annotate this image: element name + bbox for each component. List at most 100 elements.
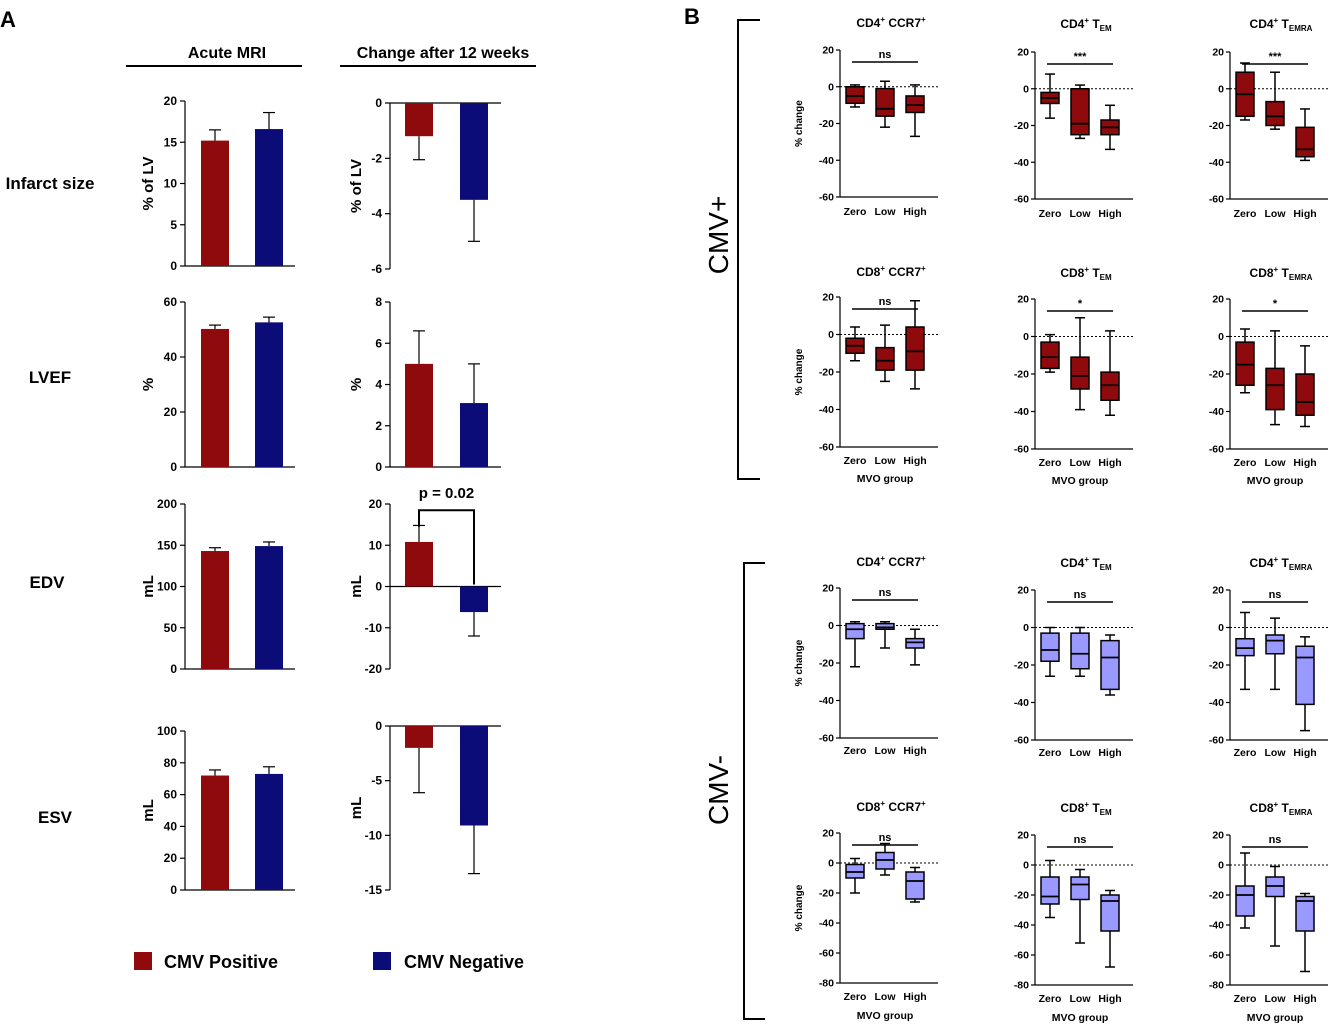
significance-label: ns bbox=[879, 587, 892, 599]
y-tick-label: 0 bbox=[828, 81, 834, 93]
x-tick-label: High bbox=[1293, 457, 1316, 469]
box-zero bbox=[1040, 876, 1060, 905]
significance-label: * bbox=[1078, 298, 1083, 310]
y-tick-label: 0 bbox=[1218, 622, 1224, 634]
y-tick-label: -80 bbox=[819, 978, 834, 990]
row-label-edv: EDV bbox=[30, 573, 66, 592]
chart-title: CD4+ TEM bbox=[1060, 555, 1112, 572]
significance-label: *** bbox=[1074, 51, 1088, 63]
y-tick-label: 4 bbox=[375, 378, 382, 392]
x-tick-label: Zero bbox=[1234, 457, 1257, 469]
y-tick-label: 100 bbox=[157, 724, 177, 738]
y-tick-label: 0 bbox=[828, 620, 834, 632]
legend-label-cmv-positive: CMV Positive bbox=[164, 952, 278, 972]
bar-cmv-negative bbox=[460, 586, 488, 613]
y-tick-label: -20 bbox=[1014, 660, 1029, 672]
box-low bbox=[875, 87, 895, 117]
y-tick-label: -40 bbox=[819, 695, 834, 707]
y-tick-label: -20 bbox=[819, 658, 834, 670]
y-tick-label: -40 bbox=[1209, 406, 1224, 418]
x-tick-label: Low bbox=[1070, 747, 1092, 759]
bar-cmv-negative bbox=[255, 773, 283, 890]
y-tick-label: 10 bbox=[369, 538, 383, 552]
box-high bbox=[1100, 894, 1120, 932]
x-tick-label: Zero bbox=[844, 745, 867, 757]
y-tick-label: 0 bbox=[1218, 83, 1224, 95]
y-tick-label: -60 bbox=[1209, 950, 1224, 962]
x-axis-label: MVO group bbox=[1052, 475, 1109, 487]
y-tick-label: 0 bbox=[375, 580, 382, 594]
row-label-lvef: LVEF bbox=[29, 368, 71, 387]
x-tick-label: Low bbox=[1265, 457, 1287, 469]
y-axis-label: % bbox=[140, 378, 157, 391]
bar-cmv-negative bbox=[460, 726, 488, 826]
y-tick-label: -20 bbox=[1014, 369, 1029, 381]
x-tick-label: Low bbox=[1265, 747, 1287, 759]
y-axis-label: % change bbox=[794, 348, 805, 395]
box-low bbox=[1265, 634, 1285, 655]
y-tick-label: -20 bbox=[1209, 120, 1224, 132]
y-axis-label: mL bbox=[140, 575, 157, 598]
y-tick-label: 200 bbox=[157, 497, 177, 511]
box-high bbox=[1295, 645, 1315, 706]
x-axis-label: MVO group bbox=[857, 1010, 914, 1022]
box-low bbox=[1265, 367, 1285, 411]
chart-pos-cd4-temra: CD4+ TEMRA 20 0 -20 -40 -60 Zero Low High *** bbox=[1209, 16, 1328, 220]
chart-esv-acute: 0 20 40 60 80 100 mL bbox=[140, 724, 295, 897]
y-tick-label: 0 bbox=[1218, 860, 1224, 872]
chart-title: CD8+ CCR7+ bbox=[856, 799, 926, 814]
legend-label-cmv-negative: CMV Negative bbox=[404, 952, 524, 972]
box-high bbox=[1100, 639, 1120, 691]
bracket-cmv-positive bbox=[737, 19, 760, 480]
bar-cmv-positive bbox=[201, 775, 229, 890]
y-tick-label: -80 bbox=[1209, 980, 1224, 992]
y-tick-label: 20 bbox=[369, 497, 383, 511]
y-tick-label: -60 bbox=[819, 192, 834, 204]
x-tick-label: Zero bbox=[1039, 457, 1062, 469]
significance-label: *** bbox=[1269, 51, 1283, 63]
chart-title: CD4+ TEMRA bbox=[1250, 16, 1313, 33]
y-tick-label: -20 bbox=[1209, 890, 1224, 902]
y-tick-label: -60 bbox=[1209, 444, 1224, 456]
y-tick-label: 0 bbox=[1023, 622, 1029, 634]
x-tick-label: Low bbox=[1070, 993, 1092, 1005]
significance-label: ns bbox=[879, 832, 892, 844]
y-tick-label: 6 bbox=[375, 336, 382, 350]
y-tick-label: 0 bbox=[828, 329, 834, 341]
box-low bbox=[1070, 632, 1090, 670]
y-tick-label: 0 bbox=[828, 858, 834, 870]
bar-cmv-positive bbox=[405, 363, 433, 467]
y-tick-label: -40 bbox=[1014, 697, 1029, 709]
chart-neg-cd4-ccr7: CD4+ CCR7+ 20 0 -20 -40 -60 Zero Low High ns % cha… bbox=[794, 554, 938, 757]
x-tick-label: Low bbox=[875, 745, 897, 757]
y-tick-label: -20 bbox=[819, 118, 834, 130]
chart-pos-cd8-tem: CD8+ TEM 20 0 -20 -40 -60 Zero Low High * MVO grou… bbox=[1014, 265, 1133, 487]
box-zero bbox=[1040, 632, 1060, 662]
bar-cmv-negative bbox=[255, 322, 283, 467]
y-tick-label: 60 bbox=[164, 788, 178, 802]
y-tick-label: -20 bbox=[1014, 890, 1029, 902]
chart-pos-cd4-tem: CD4+ TEM 20 0 -20 -40 -60 Zero Low High *** bbox=[1014, 16, 1133, 220]
x-tick-label: High bbox=[1293, 208, 1316, 220]
y-tick-label: 60 bbox=[164, 295, 178, 309]
x-tick-label: High bbox=[1098, 747, 1121, 759]
x-tick-label: Zero bbox=[1234, 993, 1257, 1005]
y-tick-label: -40 bbox=[1014, 157, 1029, 169]
bar-cmv-positive bbox=[201, 140, 229, 266]
box-high bbox=[1295, 895, 1315, 932]
x-tick-label: High bbox=[1098, 993, 1121, 1005]
y-tick-label: 0 bbox=[170, 662, 177, 676]
row-label-infarct: Infarct size bbox=[6, 174, 95, 193]
x-axis-label: MVO group bbox=[1247, 1012, 1304, 1024]
y-tick-label: 5 bbox=[170, 218, 177, 232]
y-tick-label: 100 bbox=[157, 580, 177, 594]
y-tick-label: 20 bbox=[164, 94, 178, 108]
significance-bracket bbox=[418, 509, 475, 585]
chart-pos-cd8-temra: CD8+ TEMRA 20 0 -20 -40 -60 Zero Low High * MVO gr… bbox=[1209, 265, 1328, 487]
chart-title: CD4+ TEM bbox=[1060, 16, 1112, 33]
y-tick-label: 80 bbox=[164, 756, 178, 770]
y-tick-label: -2 bbox=[371, 151, 382, 165]
y-tick-label: -40 bbox=[1014, 406, 1029, 418]
box-low bbox=[1070, 876, 1090, 901]
chart-pos-cd8-ccr7: CD8+ CCR7+ 20 0 -20 -40 -60 Zero Low High ns MVO g… bbox=[794, 264, 938, 485]
